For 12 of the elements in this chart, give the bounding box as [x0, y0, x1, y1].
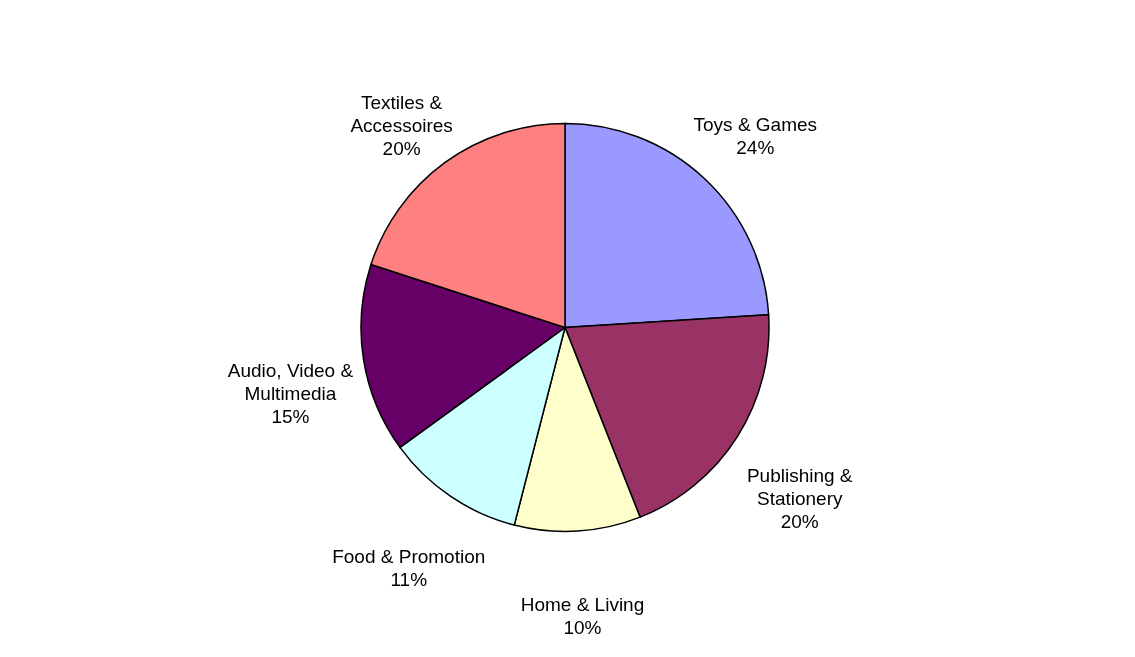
data-label: 20%	[382, 137, 421, 159]
slice-label: Textiles & Accessoires	[350, 91, 453, 136]
slice-label: Publishing & Stationery	[746, 465, 853, 510]
data-label: 24%	[736, 136, 775, 158]
data-label: 10%	[563, 616, 602, 638]
data-label: 20%	[780, 511, 819, 533]
data-label: 15%	[271, 405, 310, 427]
slice-label: Audio, Video & Multimedia	[227, 359, 354, 404]
slice-label: Toys & Games	[693, 113, 818, 135]
slice-label: Home & Living	[520, 593, 645, 615]
data-label: 11%	[390, 569, 428, 591]
slice-label: Food & Promotion	[332, 546, 486, 568]
